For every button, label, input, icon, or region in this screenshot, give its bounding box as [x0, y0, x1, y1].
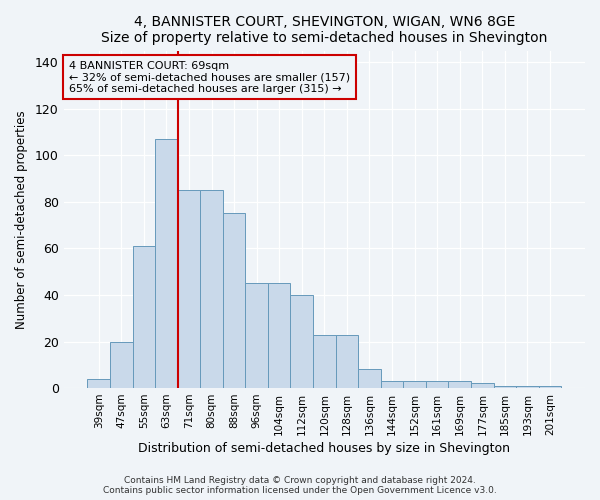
Bar — [290, 295, 313, 388]
Bar — [358, 370, 381, 388]
Bar — [403, 381, 426, 388]
Bar — [178, 190, 200, 388]
Text: Contains HM Land Registry data © Crown copyright and database right 2024.
Contai: Contains HM Land Registry data © Crown c… — [103, 476, 497, 495]
Text: 4 BANNISTER COURT: 69sqm
← 32% of semi-detached houses are smaller (157)
65% of : 4 BANNISTER COURT: 69sqm ← 32% of semi-d… — [69, 60, 350, 94]
Bar — [245, 284, 268, 388]
Bar — [381, 381, 403, 388]
Bar — [88, 379, 110, 388]
Bar — [155, 139, 178, 388]
Bar — [223, 214, 245, 388]
Y-axis label: Number of semi-detached properties: Number of semi-detached properties — [15, 110, 28, 328]
Bar — [426, 381, 448, 388]
Bar — [133, 246, 155, 388]
Bar — [110, 342, 133, 388]
Bar — [200, 190, 223, 388]
Bar — [448, 381, 471, 388]
Title: 4, BANNISTER COURT, SHEVINGTON, WIGAN, WN6 8GE
Size of property relative to semi: 4, BANNISTER COURT, SHEVINGTON, WIGAN, W… — [101, 15, 548, 45]
X-axis label: Distribution of semi-detached houses by size in Shevington: Distribution of semi-detached houses by … — [139, 442, 511, 455]
Bar — [471, 384, 494, 388]
Bar — [268, 284, 290, 388]
Bar — [335, 334, 358, 388]
Bar — [313, 334, 335, 388]
Bar — [539, 386, 562, 388]
Bar — [516, 386, 539, 388]
Bar — [494, 386, 516, 388]
